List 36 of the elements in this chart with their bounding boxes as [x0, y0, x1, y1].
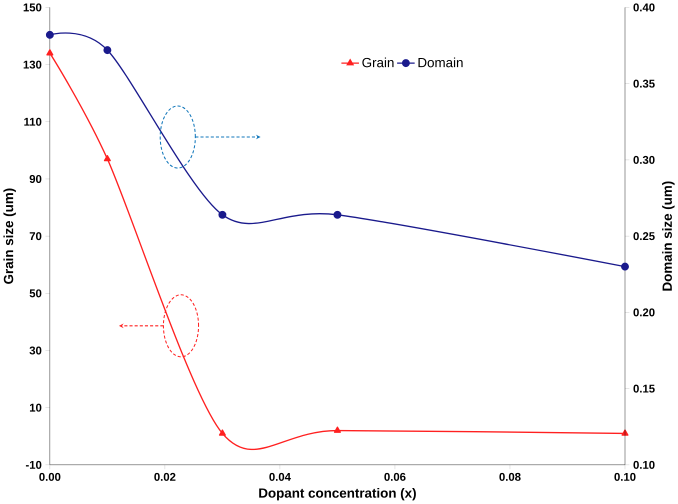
x-tick-label: 0.04 [269, 472, 291, 481]
y2-tick-label: 0.35 [633, 80, 655, 88]
point [46, 30, 54, 39]
y2-axis-title: Domain size (um) [662, 182, 675, 291]
y2-tick-label: 0.30 [633, 156, 655, 164]
point [218, 430, 226, 436]
x-tick-label: 0.00 [39, 472, 60, 481]
y-tick-label: 50 [30, 289, 42, 298]
y2-tick-label: 0.20 [633, 308, 655, 316]
point [333, 210, 342, 219]
y2-tick-label: 0.40 [633, 4, 655, 12]
point [621, 262, 629, 271]
y-axis-title: Grain size (um) [3, 188, 16, 284]
point [218, 210, 226, 219]
y-tick-label: -10 [26, 460, 42, 469]
point [334, 426, 341, 433]
x-tick-label: 0.02 [154, 472, 176, 481]
legend-label: Domain [418, 58, 463, 68]
y-tick-label: 90 [30, 175, 42, 184]
y-tick-label: 10 [30, 404, 42, 412]
y2-tick-label: 0.15 [633, 384, 655, 393]
point [103, 46, 112, 54]
x-axis-title: Dopant concentration (x) [259, 488, 416, 500]
y-tick-label: 130 [24, 60, 42, 69]
point [104, 155, 111, 162]
point [46, 49, 54, 56]
y-tick-label: 150 [24, 4, 42, 12]
legend-label: Grain [362, 58, 394, 68]
y-tick-label: 110 [24, 118, 42, 126]
y-tick-label: 70 [30, 232, 42, 240]
y2-tick-label: 0.10 [633, 460, 655, 469]
y-tick-label: 30 [30, 346, 42, 355]
y2-tick-label: 0.25 [633, 232, 655, 240]
x-tick-label: 0.08 [499, 472, 521, 481]
x-tick-label: 0.06 [384, 472, 406, 481]
x-tick-label: 0.10 [614, 472, 636, 481]
